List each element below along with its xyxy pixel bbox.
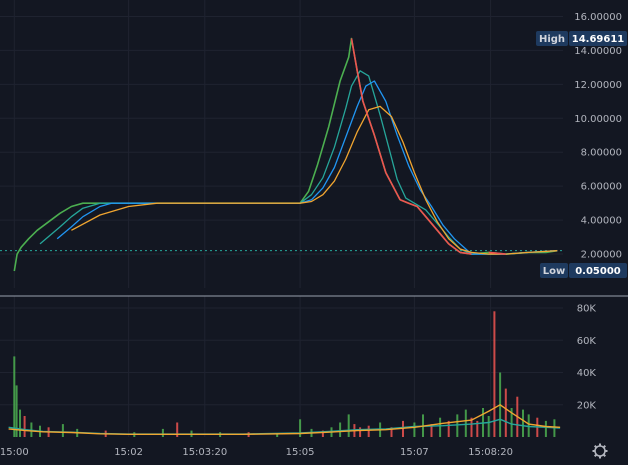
price-grid <box>0 0 563 288</box>
volume-bar <box>430 424 433 437</box>
high-badge-background <box>536 31 568 46</box>
price-series <box>13 37 558 272</box>
price-tick-label: 10.00000 <box>574 114 622 125</box>
low-badge: Low 0.05000 <box>540 263 627 278</box>
settings-button[interactable] <box>592 443 608 459</box>
gear-icon-teeth <box>592 443 608 459</box>
volume-tick-label: 80K <box>577 304 597 315</box>
volume-ma-slow-line <box>8 403 561 435</box>
price-tick-label: 8.00000 <box>581 148 622 159</box>
volume-tick-label: 60K <box>577 336 597 347</box>
high-badge: High 14.69611 <box>536 31 627 46</box>
price-line-down <box>350 38 506 255</box>
volume-bar <box>13 356 16 437</box>
volume-bar <box>522 409 524 437</box>
volume-bar <box>544 420 547 437</box>
volume-bar <box>447 420 450 437</box>
volume-bar <box>527 414 530 437</box>
time-tick-label: 15:02 <box>114 447 143 458</box>
high-badge-value-background <box>569 31 627 46</box>
volume-bar <box>161 428 164 437</box>
price-tick-label: 16.00000 <box>574 12 622 23</box>
price-tick-label: 6.00000 <box>581 182 622 193</box>
time-axis: 15:00 15:02 15:03:20 15:05 15:07 15:08:20 <box>0 447 513 458</box>
volume-tick-label: 40K <box>577 368 597 379</box>
time-tick-label: 15:08:20 <box>468 447 513 458</box>
volume-tick-label: 20K <box>577 400 597 411</box>
low-badge-value-background <box>569 263 627 278</box>
volume-grid <box>0 296 563 437</box>
volume-bar <box>23 416 26 437</box>
low-badge-value: 0.05000 <box>575 266 621 277</box>
volume-bar <box>504 388 507 437</box>
volume-bar <box>321 430 324 437</box>
volume-bar <box>413 422 416 437</box>
gear-tooth <box>602 453 607 458</box>
volume-bar <box>19 409 21 437</box>
volume-ma-lines <box>8 403 561 435</box>
volume-bar <box>439 417 442 437</box>
time-tick-label: 15:05 <box>286 447 315 458</box>
gear-tooth <box>593 453 598 458</box>
volume-bar <box>487 416 490 437</box>
gear-tooth <box>602 444 607 449</box>
price-tick-label: 2.00000 <box>581 250 622 261</box>
volume-bar <box>464 409 467 437</box>
volume-bar <box>339 422 342 437</box>
volume-bar <box>510 408 513 437</box>
volume-bar <box>61 424 64 437</box>
gear-tooth <box>593 444 598 449</box>
volume-bar <box>367 425 370 437</box>
volume-bar <box>299 419 302 437</box>
volume-bar <box>476 420 479 437</box>
volume-bar <box>359 427 362 437</box>
price-tick-label: 14.00000 <box>574 46 622 57</box>
low-badge-background <box>540 263 568 278</box>
volume-bar <box>276 433 279 437</box>
volume-bar <box>456 414 459 437</box>
volume-bar <box>390 427 393 437</box>
high-badge-label: High <box>539 34 565 45</box>
volume-bar <box>470 417 473 437</box>
high-badge-value: 14.69611 <box>572 34 625 45</box>
volume-bar <box>347 414 350 437</box>
volume-bar <box>15 385 18 437</box>
price-tick-label: 12.00000 <box>574 80 622 91</box>
ma-slow-line <box>71 105 558 255</box>
time-tick-label: 15:03:20 <box>182 447 227 458</box>
price-tick-label: 4.00000 <box>581 216 622 227</box>
volume-bar <box>493 311 496 437</box>
time-tick-label: 15:00 <box>0 447 29 458</box>
low-badge-label: Low <box>543 266 565 277</box>
price-axis: 16.00000 14.00000 12.00000 10.00000 8.00000 6… <box>574 12 622 261</box>
volume-axis: 80K 60K 40K 20K <box>577 304 597 412</box>
volume-bar <box>176 422 179 437</box>
time-tick-label: 15:07 <box>400 447 429 458</box>
